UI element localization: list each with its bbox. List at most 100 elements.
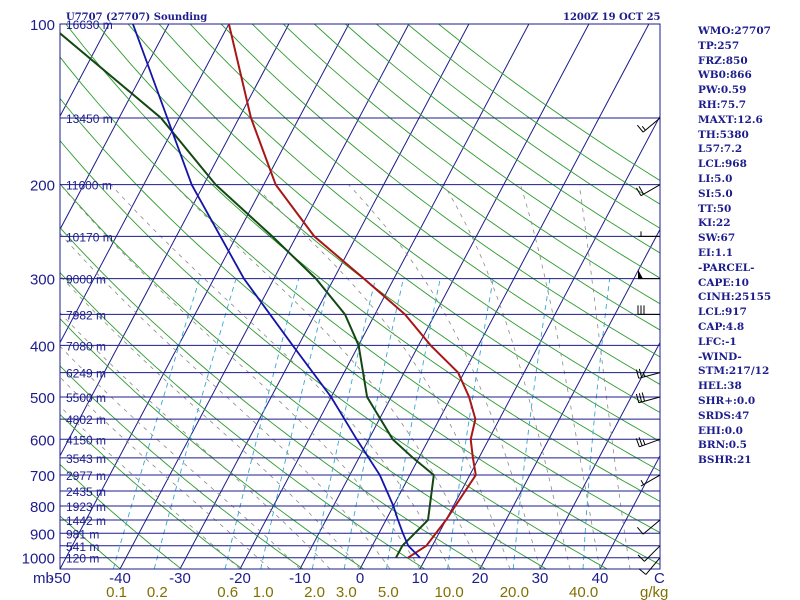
dry-adiabat-line <box>127 24 660 442</box>
wind-barb-flag <box>641 392 646 402</box>
dry-adiabat-line <box>60 365 304 569</box>
pressure-tick-label: 200 <box>30 178 55 195</box>
stat-item: STM:217/12 <box>698 365 770 378</box>
wind-barb-icon <box>638 231 660 237</box>
height-label: 11600 m <box>66 179 112 193</box>
dry-adiabat-line <box>189 24 660 385</box>
profiles <box>60 24 477 559</box>
mixing-ratio-line <box>386 278 441 569</box>
stat-item: CAP:4.8 <box>698 320 745 333</box>
stat-item: RH:75.7 <box>698 98 747 111</box>
dry-adiabat-line <box>60 56 660 534</box>
isotherm-line <box>60 24 170 231</box>
isotherm-line <box>60 24 290 457</box>
wind-barb-shaft <box>642 117 661 133</box>
temperature-tick-label: -20 <box>229 570 251 587</box>
mixing-ratio-line <box>112 278 201 569</box>
wind-barb-flag <box>636 187 642 196</box>
temperature-tick-label: 30 <box>532 570 549 587</box>
mixing-ratio-line <box>260 278 331 569</box>
stat-item: FRZ:850 <box>698 54 748 67</box>
dry-adiabat-line <box>65 24 660 502</box>
pressure-tick-label: 600 <box>30 432 55 449</box>
stat-item: SW:67 <box>698 232 736 245</box>
isotherm-line <box>479 228 660 569</box>
wind-barb-icon <box>636 184 661 197</box>
dry-adiabat-line <box>158 24 660 414</box>
height-label: 6249 m <box>66 367 106 381</box>
wind-barb-flag <box>638 393 643 403</box>
mixing-ratio-label: 0.6 <box>217 584 238 600</box>
height-label: 5500 m <box>66 391 106 405</box>
dry-adiabat-line <box>282 24 660 305</box>
wind-barb-icon <box>635 392 661 404</box>
dry-adiabat-line <box>60 227 486 569</box>
wind-barb-shaft <box>644 545 661 562</box>
stat-item: CAPE:10 <box>698 276 749 289</box>
mixing-ratio-label: 5.0 <box>378 584 399 600</box>
stat-item: LCL:917 <box>698 306 747 319</box>
wind-barb-flag <box>635 438 640 447</box>
mixing-ratio-label: 1.0 <box>253 584 274 600</box>
height-label: 4150 m <box>66 433 106 447</box>
wind-barb-shaft <box>640 474 661 487</box>
parcel-profile <box>132 24 421 559</box>
pressure-tick-label: 800 <box>30 499 55 516</box>
temperature-tick-label: -50 <box>49 570 71 587</box>
pressure-tick-label: 900 <box>30 526 55 543</box>
mixing-ratio-label: 10.0 <box>435 584 464 600</box>
wind-barb-icon <box>636 519 661 535</box>
background-lines <box>0 24 660 569</box>
pressure-tick-label: 300 <box>30 272 55 289</box>
wind-barb-flag <box>638 368 643 378</box>
stat-item: EI:1.1 <box>698 246 734 259</box>
stat-item: TT:50 <box>698 202 732 215</box>
temperature-tick-label: 20 <box>472 570 489 587</box>
wind-barbs <box>635 117 661 575</box>
wind-barb-icon <box>640 474 661 487</box>
stat-item: BRN:0.5 <box>698 439 747 452</box>
isotherm-line <box>419 115 660 569</box>
dry-adiabat-line <box>60 413 243 569</box>
height-label: 4802 m <box>66 413 106 427</box>
moist-adiabat-line <box>253 184 511 569</box>
wind-barb-half-flag <box>642 371 646 377</box>
temperature-tick-label: 0 <box>356 570 364 587</box>
dry-adiabat-line <box>220 24 660 358</box>
isotherm-line <box>0 24 49 569</box>
height-label: 541 m <box>66 540 99 554</box>
wind-barb-flag <box>635 369 640 379</box>
stat-item: WB0:866 <box>698 69 752 82</box>
height-label: 16630 m <box>66 18 113 32</box>
dry-adiabat-line <box>251 24 660 331</box>
stat-item: SRDS:47 <box>698 409 750 422</box>
pressure-tick-label: 1000 <box>22 551 55 568</box>
moist-adiabat-line <box>110 184 451 569</box>
stat-item: MAXT:12.6 <box>698 113 763 126</box>
isotherm-line <box>359 24 650 569</box>
moist-adiabat-line <box>173 184 481 569</box>
temperature-tick-label: 40 <box>592 570 609 587</box>
height-label: 2435 m <box>66 485 106 499</box>
wind-barb-icon <box>638 269 660 280</box>
sounding-title: U7707 (27707) Sounding <box>66 12 207 23</box>
isotherm-line <box>539 341 660 569</box>
isotherm-line <box>599 454 660 569</box>
moist-adiabat-line <box>578 184 631 569</box>
temperature-tick-label: -30 <box>169 570 191 587</box>
wind-barb-icon <box>635 437 661 448</box>
wind-barb-shaft <box>638 372 661 379</box>
wind-barb-flag <box>638 186 644 195</box>
height-label: 3543 m <box>66 452 106 466</box>
mixing-ratio-line <box>153 278 237 569</box>
mixing-ratio-label: 40.0 <box>569 584 598 600</box>
temperature-tick-label: 10 <box>412 570 429 587</box>
moist-adiabat-line <box>60 345 301 569</box>
stat-item: SI:5.0 <box>698 187 733 200</box>
isotherm-line <box>60 24 230 344</box>
dry-adiabat-line <box>60 183 547 569</box>
moist-adiabat-line <box>60 376 271 569</box>
dry-adiabat-line <box>345 24 660 254</box>
stat-item: BSHR:21 <box>698 454 752 467</box>
wind-barb-half-flag <box>642 439 646 445</box>
